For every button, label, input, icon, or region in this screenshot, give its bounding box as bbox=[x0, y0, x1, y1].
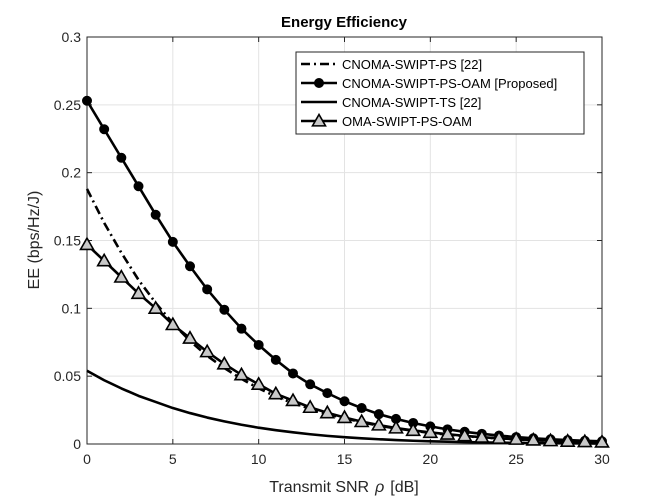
x-tick-label: 30 bbox=[594, 451, 610, 467]
data-point-triangle bbox=[302, 399, 319, 414]
data-point-triangle bbox=[182, 330, 198, 344]
data-point-triangle bbox=[267, 385, 284, 400]
data-point-circle bbox=[305, 379, 316, 390]
x-tick-label: 20 bbox=[423, 451, 439, 467]
data-point-circle bbox=[99, 124, 110, 135]
data-point-triangle bbox=[319, 404, 336, 419]
x-tick-label: 15 bbox=[337, 451, 353, 467]
data-point-triangle bbox=[311, 112, 327, 127]
y-tick-label: 0.25 bbox=[54, 97, 81, 113]
legend-entry-3: CNOMA-SWIPT-TS [22] bbox=[301, 95, 481, 110]
y-tick-label: 0.3 bbox=[62, 29, 82, 45]
x-tick-label: 25 bbox=[508, 451, 524, 467]
legend-entry-2: CNOMA-SWIPT-PS-OAM [Proposed] bbox=[301, 76, 557, 91]
legend-label: CNOMA-SWIPT-PS [22] bbox=[342, 57, 482, 72]
y-tick-label: 0 bbox=[73, 436, 81, 452]
data-point-circle bbox=[150, 209, 161, 220]
x-tick-label: 5 bbox=[169, 451, 177, 467]
data-point-triangle bbox=[456, 427, 473, 442]
data-point-triangle bbox=[199, 343, 216, 358]
data-point-triangle bbox=[113, 269, 130, 283]
x-tick-label: 10 bbox=[251, 451, 267, 467]
legend-label: OMA-SWIPT-PS-OAM bbox=[342, 114, 472, 129]
x-tick-label: 0 bbox=[83, 451, 91, 467]
legend: CNOMA-SWIPT-PS [22] CNOMA-SWIPT-PS-OAM [P… bbox=[295, 51, 585, 135]
data-point-triangle bbox=[525, 431, 542, 446]
legend-label: CNOMA-SWIPT-TS [22] bbox=[342, 95, 481, 110]
data-point-triangle bbox=[422, 424, 439, 439]
data-point-triangle bbox=[439, 426, 456, 440]
data-point-triangle bbox=[96, 252, 113, 267]
data-point-circle bbox=[356, 403, 367, 414]
data-point-triangle bbox=[285, 392, 301, 407]
y-tick-label: 0.1 bbox=[62, 300, 82, 316]
data-point-circle bbox=[270, 354, 281, 365]
data-point-triangle bbox=[594, 433, 610, 448]
y-tick-label: 0.15 bbox=[54, 233, 81, 249]
series-layer bbox=[79, 95, 610, 448]
y-axis-title: EE (bps/Hz/J) bbox=[26, 191, 43, 290]
data-point-triangle bbox=[559, 433, 576, 447]
data-point-circle bbox=[236, 323, 247, 334]
x-axis-title-unit: [dB] bbox=[390, 479, 418, 496]
y-tick-label: 0.05 bbox=[54, 368, 81, 384]
data-point-triangle bbox=[370, 416, 387, 431]
data-point-triangle bbox=[250, 376, 267, 390]
data-point-triangle bbox=[388, 419, 404, 434]
data-point-circle bbox=[202, 284, 213, 295]
data-point-circle bbox=[253, 339, 264, 350]
series-4 bbox=[79, 236, 610, 448]
legend-box bbox=[295, 51, 585, 135]
legend-label: CNOMA-SWIPT-PS-OAM [Proposed] bbox=[342, 76, 557, 91]
data-point-circle bbox=[185, 261, 195, 272]
data-point-triangle bbox=[576, 433, 593, 448]
data-point-circle bbox=[322, 388, 333, 399]
data-point-circle bbox=[339, 396, 350, 407]
data-point-circle bbox=[82, 95, 92, 106]
chart-title: Energy Efficiency bbox=[281, 14, 408, 31]
legend-entry-4: OMA-SWIPT-PS-OAM bbox=[301, 112, 472, 129]
data-point-triangle bbox=[233, 366, 250, 381]
data-point-triangle bbox=[542, 432, 559, 447]
data-point-triangle bbox=[508, 431, 525, 445]
x-axis-title: Transmit SNR ρ [dB] bbox=[269, 479, 419, 496]
data-point-circle bbox=[219, 304, 230, 315]
data-point-triangle bbox=[79, 236, 95, 251]
data-point-triangle bbox=[353, 413, 370, 428]
data-point-triangle bbox=[216, 355, 233, 370]
data-point-circle bbox=[133, 181, 144, 192]
data-point-circle bbox=[288, 368, 298, 379]
x-axis-title-text: Transmit SNR bbox=[269, 479, 369, 496]
y-tick-label: 0.2 bbox=[62, 165, 82, 181]
x-axis-title-symbol: ρ bbox=[374, 479, 384, 496]
data-point-triangle bbox=[491, 430, 507, 444]
data-point-triangle bbox=[164, 316, 181, 331]
data-point-triangle bbox=[405, 422, 422, 437]
data-point-circle bbox=[314, 78, 324, 88]
axis-ticks: 0 5 10 15 20 25 30 0 0.05 0.1 0.15 0.2 0.25 0.3 bbox=[54, 29, 610, 467]
data-point-triangle bbox=[473, 429, 490, 443]
data-point-triangle bbox=[130, 285, 147, 300]
legend-entry-1: CNOMA-SWIPT-PS [22] bbox=[301, 57, 482, 72]
data-point-circle bbox=[116, 152, 127, 163]
data-point-triangle bbox=[336, 409, 353, 424]
data-point-triangle bbox=[147, 300, 164, 315]
data-point-circle bbox=[167, 236, 178, 247]
